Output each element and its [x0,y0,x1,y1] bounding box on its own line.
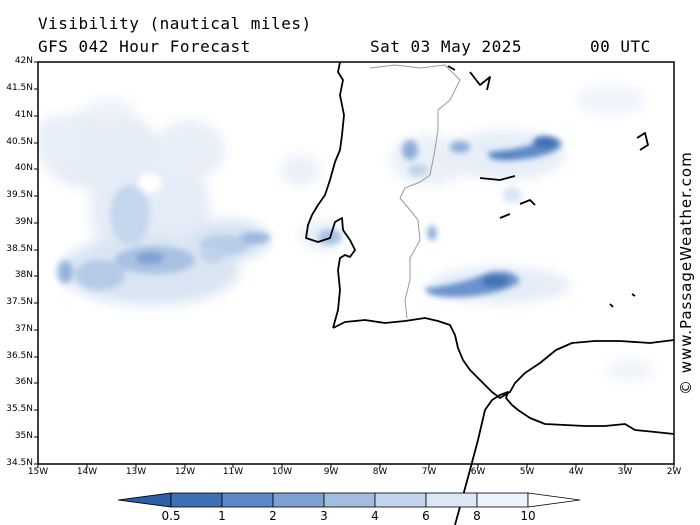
lat-label: 38N [14,270,33,280]
lon-label: 15W [27,467,49,477]
map-frame [37,61,675,465]
lon-label: 4W [568,467,584,477]
legend-label: 8 [473,509,481,523]
legend-label: 4 [371,509,379,523]
lon-label: 5W [519,467,535,477]
forecast-date: Sat 03 May 2025 [370,37,522,56]
lat-label: 35.5N [6,404,33,414]
lat-label: 40.5N [6,137,33,147]
lon-label: 10W [271,467,293,477]
legend-label: 1 [218,509,226,523]
lat-label: 38.5N [6,244,33,254]
lat-label: 36.5N [6,351,33,361]
variable-title: Visibility (nautical miles) [38,14,312,33]
legend-bin [374,492,427,508]
lon-label: 9W [323,467,339,477]
lon-label: 13W [125,467,147,477]
lat-label: 42N [14,56,33,66]
lon-label: 8W [372,467,388,477]
lat-label: 40N [14,163,33,173]
legend-arrow-low [117,492,172,508]
legend-bin [323,492,376,508]
legend-label: 3 [320,509,328,523]
legend-arrow-high [527,492,581,508]
legend-bin [425,492,478,508]
lon-label: 3W [617,467,633,477]
legend-bin [221,492,274,508]
lon-label: 7W [421,467,437,477]
legend-bin [170,492,223,508]
model-title: GFS 042 Hour Forecast [38,37,251,56]
lat-label: 39N [14,217,33,227]
visibility-field [38,85,655,380]
legend-label: 10 [520,509,536,523]
lon-label: 11W [222,467,244,477]
lon-label: 14W [76,467,98,477]
legend-colorbar [117,492,581,508]
lat-label: 41N [14,110,33,120]
legend-label: 6 [422,509,430,523]
legend-label: 2 [269,509,277,523]
lat-label: 35N [14,431,33,441]
lat-label: 34.5N [6,458,33,468]
legend-label: 0.5 [161,509,181,523]
lat-label: 41.5N [6,83,33,93]
axis-ticks [34,61,675,468]
legend-bin [476,492,529,508]
country-border [369,64,461,319]
lat-label: 39.5N [6,190,33,200]
lon-label: 6W [470,467,486,477]
forecast-time: 00 UTC [590,37,651,56]
lat-label: 37N [14,324,33,334]
watermark: © www.PassageWeather.com [677,151,695,395]
lat-label: 36N [14,377,33,387]
lon-label: 12W [174,467,196,477]
legend-bin [272,492,325,508]
coastline [305,61,675,525]
lon-label: 2W [666,467,682,477]
lat-label: 37.5N [6,297,33,307]
